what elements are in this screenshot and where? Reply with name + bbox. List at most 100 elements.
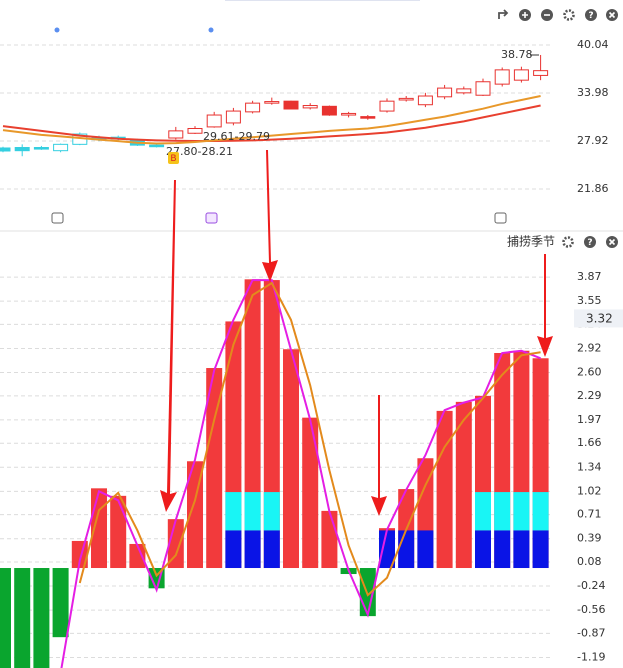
candle-body — [225, 110, 241, 124]
bar — [110, 495, 127, 569]
bar — [33, 568, 50, 668]
candle-body — [206, 114, 222, 128]
bar — [436, 410, 453, 569]
band-segment — [513, 492, 530, 531]
bar — [455, 401, 472, 569]
candle-body — [53, 143, 69, 152]
note-icon[interactable] — [51, 212, 64, 224]
band-segment — [263, 530, 280, 569]
y-tick-label: 2.60 — [577, 366, 602, 379]
bar — [52, 568, 69, 638]
band-segment — [225, 530, 242, 569]
help-icon: ? — [588, 11, 593, 21]
band-segment — [513, 530, 530, 569]
band-segment — [225, 492, 242, 531]
y-tick-label: 40.04 — [577, 38, 609, 51]
arrow — [537, 254, 553, 357]
bar — [302, 417, 319, 569]
y-tick-label: 3.55 — [577, 294, 602, 307]
candle-body — [513, 69, 529, 81]
help-icon: ? — [587, 238, 592, 248]
y-tick-label: -0.87 — [577, 626, 605, 639]
band-segment — [475, 530, 491, 569]
candle-body — [149, 144, 165, 148]
band-segment — [263, 492, 280, 531]
band-segment — [494, 530, 511, 569]
band-segment — [475, 492, 491, 531]
note-icon[interactable] — [494, 212, 507, 224]
y-tick-label: -0.24 — [577, 579, 605, 592]
bar — [187, 461, 203, 569]
y-tick-label: 33.98 — [577, 86, 609, 99]
candle-body — [264, 101, 280, 104]
zoom-in-icon — [522, 12, 528, 18]
help-button[interactable] — [585, 9, 597, 21]
y-tick-label: 3.87 — [577, 270, 602, 283]
high-label: 38.78 — [501, 48, 533, 61]
y-tick-label: 2.29 — [577, 389, 602, 402]
indicator-title: 捕捞季节 — [507, 234, 555, 249]
event-dot[interactable] — [54, 27, 60, 33]
y-tick-label: 0.08 — [577, 555, 602, 568]
bar — [321, 510, 338, 569]
bar — [14, 568, 31, 668]
indicator-line — [60, 279, 541, 668]
y-tick-label: 1.34 — [577, 460, 602, 473]
band-segment — [494, 492, 511, 531]
y-tick-label: 21.86 — [577, 182, 609, 195]
last-value: 3.32 — [586, 311, 613, 325]
bar — [206, 368, 223, 569]
y-tick-label: 27.92 — [577, 134, 609, 147]
settings-button[interactable] — [563, 9, 575, 21]
y-tick-label: 0.39 — [577, 532, 602, 545]
candle-body — [475, 81, 491, 96]
arrow — [160, 180, 177, 512]
buy-badge[interactable] — [168, 152, 179, 164]
y-tick-label: 1.66 — [577, 436, 602, 449]
candle-body — [379, 100, 395, 112]
candle-body — [341, 112, 357, 116]
candle-body — [398, 97, 414, 101]
indicator-line — [78, 281, 541, 597]
note-icon[interactable] — [205, 212, 218, 224]
candle-body — [494, 69, 510, 85]
candle-body — [14, 147, 30, 152]
band-segment — [244, 492, 261, 531]
candle-body — [533, 70, 549, 76]
refresh-button[interactable] — [498, 9, 509, 19]
y-tick-label: 1.02 — [577, 484, 602, 497]
y-tick-label: 0.71 — [577, 508, 602, 521]
y-tick-label: 2.92 — [577, 341, 602, 354]
range-label: 27.80-28.21 — [166, 145, 233, 158]
bar — [283, 349, 299, 569]
candle-body — [33, 147, 49, 150]
arrow — [262, 150, 278, 282]
band-segment — [398, 530, 415, 569]
band-segment — [417, 530, 434, 569]
last-value-box — [574, 309, 623, 328]
candle-body — [417, 95, 433, 106]
help-button[interactable] — [584, 236, 596, 248]
band-segment — [532, 530, 549, 569]
indicator-toolbar: ? — [562, 236, 618, 248]
candle-body — [360, 116, 376, 119]
band-segment — [244, 530, 261, 569]
candle-body — [0, 147, 11, 152]
moving-average — [2, 104, 541, 143]
settings-button[interactable] — [562, 236, 574, 248]
bar — [0, 568, 11, 668]
candle-body — [302, 105, 318, 109]
band-segment — [379, 530, 395, 569]
y-tick-label: 1.97 — [577, 413, 602, 426]
candle-body — [187, 127, 203, 134]
candle-body — [245, 102, 261, 113]
close-icon — [608, 11, 616, 19]
range-label: 29.61-29.79 — [203, 130, 270, 143]
y-tick-label: -1.19 — [577, 650, 605, 663]
candle-body — [437, 87, 453, 98]
event-dot[interactable] — [208, 27, 214, 33]
indicator-panel — [0, 276, 552, 668]
bar — [129, 543, 146, 569]
y-tick-label: -0.56 — [577, 603, 605, 616]
